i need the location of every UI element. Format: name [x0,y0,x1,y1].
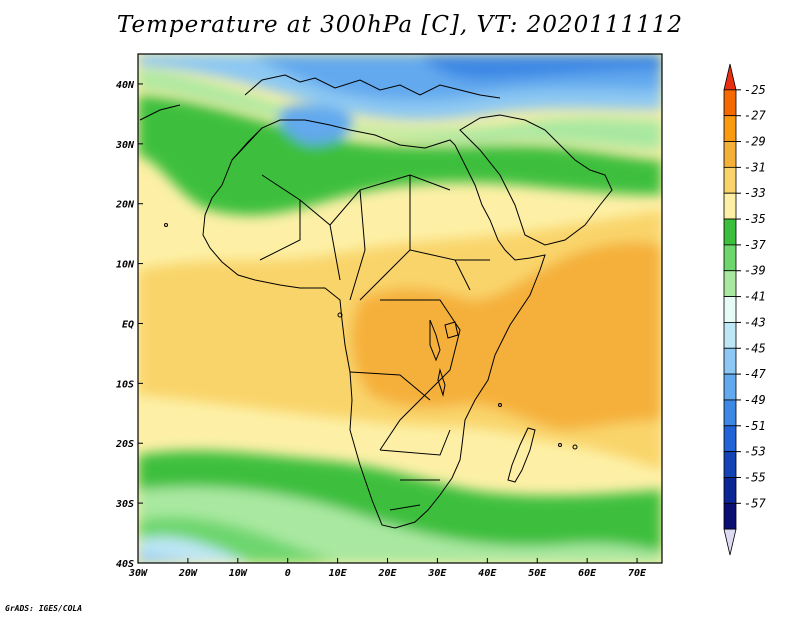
map-title: Temperature at 300hPa [C], VT: 202011111… [116,12,684,38]
colorbar-swatch [723,347,737,375]
colorbar-swatch [723,192,737,220]
y-tick-label: 30N [115,140,135,151]
colorbar-label: -49 [744,393,766,407]
colorbar-label: -33 [744,186,766,200]
y-tick-label: 40N [116,80,135,91]
colorbar-swatch [723,528,737,556]
temperature-field [138,54,662,563]
x-tick-label: 20W [178,568,198,579]
colorbar-label: -51 [744,419,766,433]
colorbar-label: -37 [744,238,766,252]
y-tick-label: 10S [116,379,134,390]
colorbar-label: -57 [744,496,766,510]
colorbar-swatch [723,89,737,117]
colorbar-swatch [723,244,737,272]
x-tick-label: 30W [128,568,148,579]
colorbar-swatch [723,63,737,91]
colorbar-swatch [723,115,737,142]
y-axis: 40N 30N 20N 10N EQ 10S 20S 30S 40S [115,80,143,570]
x-tick-label: 10E [329,568,348,579]
y-tick-label: 40S [116,559,134,570]
colorbar-label: -25 [744,83,766,97]
y-tick-label: EQ [122,319,134,330]
y-tick-label: 30S [115,499,134,510]
x-tick-label: 20E [377,568,397,579]
colorbar-label: -43 [744,315,766,329]
colorbar-swatch [723,373,737,401]
map-frame [137,53,663,564]
colorbar-swatch [723,270,737,297]
y-tick-label: 20S [115,439,134,450]
colorbar-label: -55 [744,470,766,484]
colorbar-label: -47 [744,367,766,381]
colorbar-swatch [723,425,737,453]
colorbar-swatch [723,451,737,478]
colorbar-swatch [723,502,737,530]
colorbar-swatch [723,218,737,246]
colorbar-label: -35 [744,212,766,226]
colorbar-swatch [723,477,737,504]
x-tick-label: 0 [285,568,291,579]
colorbar-label: -41 [744,290,766,304]
x-tick-label: 40E [478,568,497,579]
colorbar-label: -31 [744,160,766,174]
colorbar-swatch [723,296,737,323]
x-tick-label: 60E [578,568,597,579]
y-tick-label: 20N [115,200,135,211]
colorbar-swatch [723,399,737,427]
x-tick-label: 10W [229,568,248,579]
y-tick-label: 10N [116,260,135,271]
colorbar-label: -27 [744,109,766,123]
colorbar-label: -45 [744,341,766,355]
colorbar-swatch [723,322,737,349]
colorbar-swatch [723,166,737,194]
x-tick-label: 30E [427,568,447,579]
colorbar-label: -39 [744,264,766,278]
colorbar-swatch [723,141,737,168]
x-tick-label: 50E [528,568,547,579]
x-axis: 30W 20W 10W 0 10E 20E 30E 40E 50E 60E 70E [128,558,647,579]
coastlines [139,74,613,529]
colorbar-label: -53 [744,445,766,459]
grads-credit: GrADS: IGES/COLA [5,604,83,613]
colorbar: -25 -27 -29 -31 -33 -35 -37 -39 -41 -43 -45 -47 -49 -… [723,63,766,556]
x-tick-label: 70E [628,568,647,579]
colorbar-label: -29 [744,135,766,149]
